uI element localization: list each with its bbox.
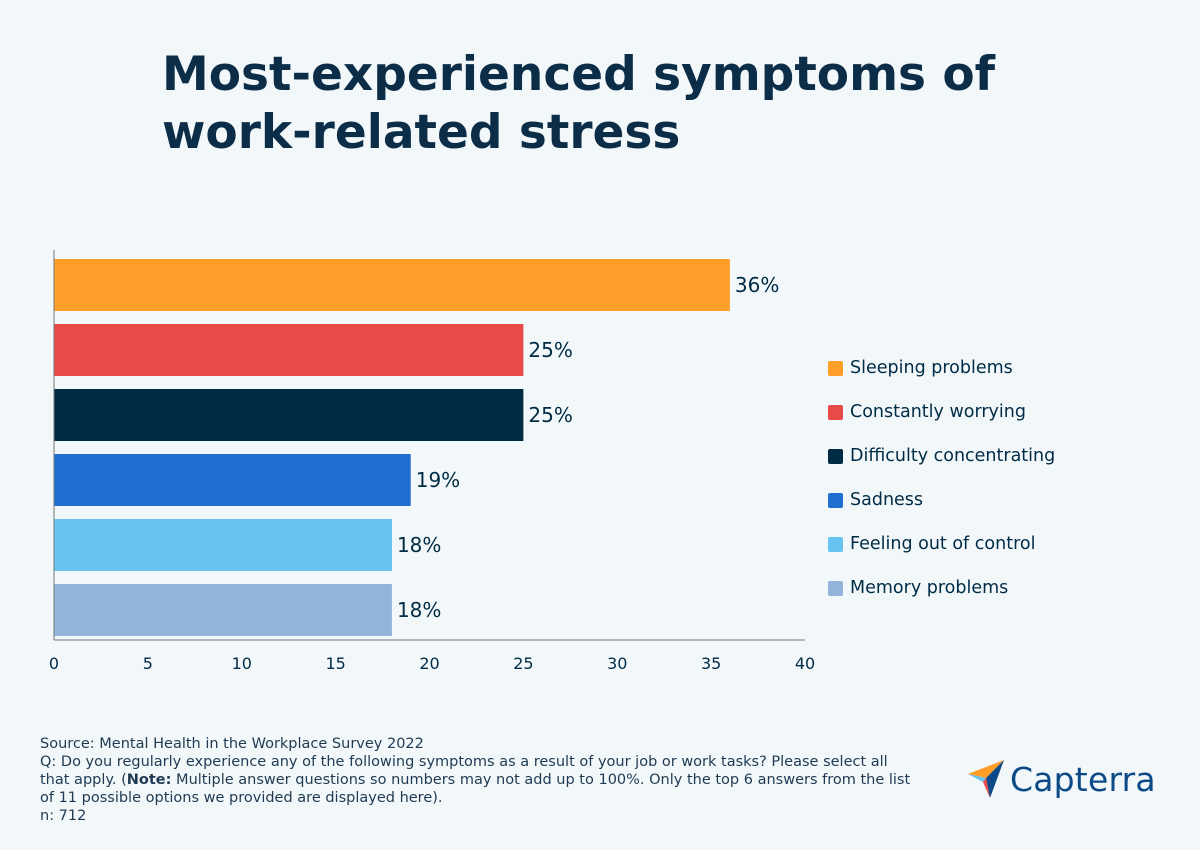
x-tick-label: 0 <box>49 654 59 673</box>
source-note: Source: Mental Health in the Workplace S… <box>40 735 920 825</box>
x-tick-label: 30 <box>607 654 627 673</box>
x-tick-label: 10 <box>232 654 252 673</box>
bar-6 <box>54 584 392 636</box>
bar-2 <box>54 324 524 376</box>
legend-swatch <box>828 536 843 552</box>
legend-item: Sadness <box>828 478 1055 522</box>
legend-item: Constantly worrying <box>828 390 1055 434</box>
chart-title: Most-experienced symptoms of work-relate… <box>162 47 996 160</box>
legend-swatch <box>828 360 843 376</box>
legend-item: Sleeping problems <box>828 346 1055 390</box>
legend-item: Feeling out of control <box>828 522 1055 566</box>
x-tick-label: 5 <box>143 654 153 673</box>
sample-size: n: 712 <box>40 808 87 824</box>
legend-swatch <box>828 448 843 464</box>
logo-text: Capterra <box>1010 759 1156 799</box>
legend-swatch <box>828 492 843 508</box>
bar-value-label: 36% <box>735 273 779 297</box>
legend-swatch <box>828 580 843 596</box>
legend-label: Sadness <box>850 490 924 510</box>
x-tick-label: 35 <box>701 654 721 673</box>
legend-label: Feeling out of control <box>850 534 1036 554</box>
x-tick-label: 40 <box>795 654 815 673</box>
legend-label: Difficulty concentrating <box>850 446 1056 466</box>
bar-5 <box>54 519 392 571</box>
bar-value-label: 25% <box>528 403 572 427</box>
bar-4 <box>54 454 411 506</box>
legend-label: Memory problems <box>850 578 1009 598</box>
legend-item: Memory problems <box>828 566 1055 610</box>
bar-3 <box>54 389 524 441</box>
source-line: Source: Mental Health in the Workplace S… <box>40 736 424 752</box>
note-label: Note: <box>126 772 172 788</box>
x-tick-label: 15 <box>325 654 345 673</box>
legend-label: Sleeping problems <box>850 358 1013 378</box>
capterra-arrow-icon <box>968 760 1004 798</box>
bar-value-label: 18% <box>397 598 441 622</box>
bar-1 <box>54 259 730 311</box>
bar-value-label: 18% <box>397 533 441 557</box>
legend-swatch <box>828 404 843 420</box>
question-text: Q: Do you regularly experience any of th… <box>40 754 911 806</box>
bar-value-label: 25% <box>528 338 572 362</box>
legend-item: Difficulty concentrating <box>828 434 1055 478</box>
legend-label: Constantly worrying <box>850 402 1026 422</box>
x-tick-label: 25 <box>513 654 533 673</box>
bar-value-label: 19% <box>416 468 460 492</box>
x-tick-label: 20 <box>419 654 439 673</box>
chart-legend: Sleeping problems Constantly worrying Diff… <box>828 346 1055 610</box>
bar-chart: 36% 25% 25% 19% 18% 18% 0 5 10 15 20 25 30 35 40 <box>49 250 815 673</box>
capterra-logo: Capterra <box>966 758 1156 800</box>
